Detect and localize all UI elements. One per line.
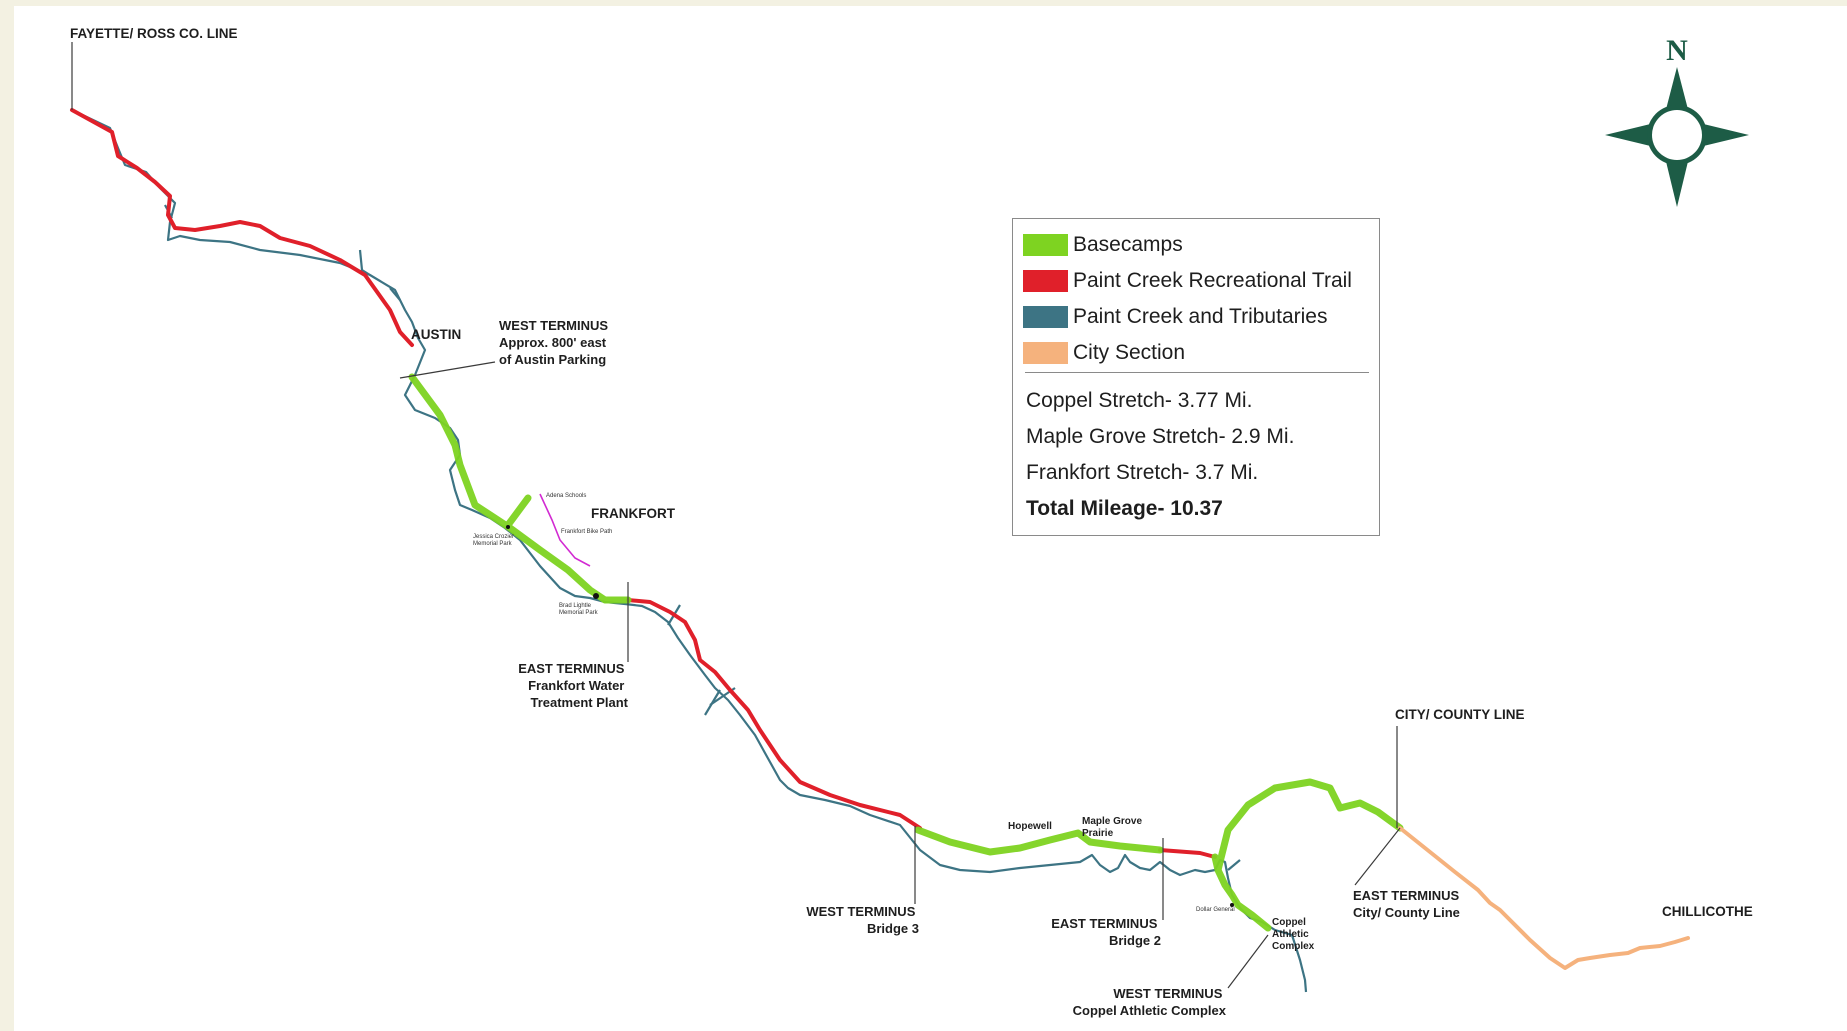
label-east-terminus-frankfort: EAST TERMINUS Frankfort Water Treatment … [518,661,628,710]
legend-frankfort-stretch: Frankfort Stretch- 3.7 Mi. [1026,461,1259,484]
legend-swatch-creek [1023,306,1068,328]
compass-rose: N [1605,34,1749,207]
legend-swatch-basecamps [1023,234,1068,256]
frankfort-bike-path [539,493,591,567]
label-austin: AUSTIN [411,327,461,342]
creek-tributary-2 [358,249,371,276]
legend-total-mileage: Total Mileage- 10.37 [1026,497,1223,520]
legend-swatch-city [1023,342,1068,364]
legend-item-city: City Section [1023,341,1185,365]
legend-item-basecamps: Basecamps [1023,233,1183,257]
legend-label-city: City Section [1073,341,1186,364]
leader-west-terminus-coppel [1227,934,1269,989]
legend-maple-grove-stretch: Maple Grove Stretch- 2.9 Mi. [1026,425,1295,448]
legend-label-trail: Paint Creek Recreational Trail [1073,269,1352,292]
jessica-park-marker [506,525,510,529]
trail-segment-frankfort [626,598,922,830]
trail-segment-austin [70,108,414,347]
label-west-terminus-coppel: WEST TERMINUS Coppel Athletic Complex [1073,986,1227,1018]
label-coppel-complex: Coppel Athletic Complex [1272,917,1315,952]
label-east-terminus-city: EAST TERMINUS City/ County Line [1353,888,1463,920]
legend-label-basecamps: Basecamps [1073,233,1183,256]
leader-lines [71,42,1401,989]
compass-north-label: N [1666,34,1688,67]
paint-creek-recreational-trail [70,108,1217,859]
legend-swatch-trail [1023,270,1068,292]
label-chillicothe: CHILLICOTHE [1662,904,1753,919]
leader-east-terminus-city [1354,827,1401,886]
legend-label-creek: Paint Creek and Tributaries [1073,305,1328,328]
creek-tributary-6 [704,689,721,716]
creek-tributary-7 [1227,859,1241,871]
legend-item-creek: Paint Creek and Tributaries [1023,305,1327,329]
basecamp-frankfort-stretch [408,373,632,604]
legend-coppel-stretch: Coppel Stretch- 3.77 Mi. [1026,389,1253,412]
legend-item-trail: Paint Creek Recreational Trail [1023,269,1352,293]
map-legend: Basecamps Paint Creek Recreational Trail… [1012,218,1380,536]
compass-center [1652,110,1702,160]
brad-lightle-park-marker [593,593,599,599]
label-dollar-general: Dollar General [1196,907,1235,913]
label-adena-schools: Adena Schools [546,493,586,499]
basecamp-coppel-stretch [1211,853,1272,932]
label-maple-grove: Maple Grove Prairie [1082,816,1145,839]
basecamp-maple-grove-stretch [914,826,1164,856]
city-section [1398,826,1690,970]
label-frankfort: FRANKFORT [591,506,676,521]
label-west-terminus-bridge3: WEST TERMINUS Bridge 3 [806,904,919,936]
trail-segment-bridge2 [1158,848,1217,859]
leader-west-terminus-austin [399,361,496,379]
creek-main [71,109,1308,993]
label-west-terminus-austin: WEST TERMINUS Approx. 800' east of Austi… [499,318,612,367]
label-brad-park: Brad Lightle Memorial Park [559,603,599,616]
label-city-county-line: CITY/ COUNTY LINE [1395,707,1525,722]
label-fayette-line: FAYETTE/ ROSS CO. LINE [70,26,238,41]
dollar-general-marker [1230,903,1234,907]
label-hopewell: Hopewell [1008,821,1052,832]
label-frankfort-bike-path: Frankfort Bike Path [561,529,612,535]
creek-tributary-3 [389,287,401,301]
basecamp-adena-spur [504,494,532,529]
label-east-terminus-bridge2: EAST TERMINUS Bridge 2 [1051,916,1161,948]
label-jessica-park: Jessica Crozier Memorial Park [473,534,516,547]
legend-divider [1025,372,1369,373]
basecamp-coppel-loop [1214,778,1404,874]
map-frame [14,6,1847,1031]
